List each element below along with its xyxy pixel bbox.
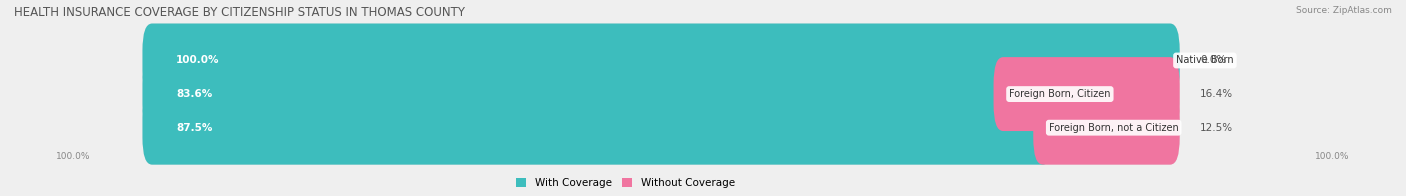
Legend: With Coverage, Without Coverage: With Coverage, Without Coverage [512, 174, 740, 192]
FancyBboxPatch shape [142, 24, 1180, 97]
FancyBboxPatch shape [142, 57, 1180, 131]
FancyBboxPatch shape [142, 91, 1180, 165]
Text: 16.4%: 16.4% [1201, 89, 1233, 99]
Text: Foreign Born, Citizen: Foreign Born, Citizen [1010, 89, 1111, 99]
Text: Source: ZipAtlas.com: Source: ZipAtlas.com [1296, 6, 1392, 15]
FancyBboxPatch shape [142, 91, 1053, 165]
Text: 100.0%: 100.0% [1315, 152, 1350, 161]
Text: Native Born: Native Born [1175, 55, 1233, 65]
Text: 12.5%: 12.5% [1201, 123, 1233, 133]
Text: Foreign Born, not a Citizen: Foreign Born, not a Citizen [1049, 123, 1178, 133]
Text: HEALTH INSURANCE COVERAGE BY CITIZENSHIP STATUS IN THOMAS COUNTY: HEALTH INSURANCE COVERAGE BY CITIZENSHIP… [14, 6, 465, 19]
FancyBboxPatch shape [1033, 91, 1180, 165]
Text: 87.5%: 87.5% [176, 123, 212, 133]
FancyBboxPatch shape [142, 57, 1012, 131]
Text: 0.0%: 0.0% [1201, 55, 1226, 65]
FancyBboxPatch shape [994, 57, 1180, 131]
Text: 83.6%: 83.6% [176, 89, 212, 99]
Text: 100.0%: 100.0% [176, 55, 219, 65]
FancyBboxPatch shape [142, 24, 1180, 97]
Text: 100.0%: 100.0% [56, 152, 91, 161]
